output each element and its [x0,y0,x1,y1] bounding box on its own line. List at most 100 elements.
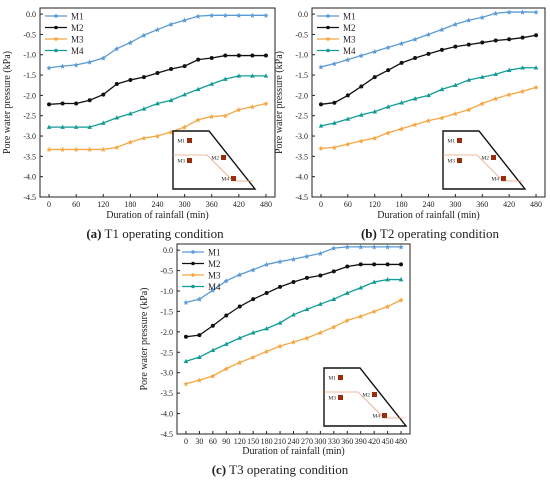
y-axis-label: Pore water pressure (kPa) [2,51,13,154]
data-point-M2 [264,291,269,296]
caption-panel-a-label: (a) [86,226,102,241]
data-point-M1 [127,39,133,46]
data-point-M3 [466,107,472,113]
data-point-M2 [466,42,471,47]
sensor-label-M3: M3 [447,159,455,165]
data-point-M2 [278,284,283,289]
data-point-M3 [519,88,526,94]
y-tick-label: -0.5 [295,30,308,39]
data-point-M4 [520,65,525,70]
data-point-M4 [291,312,296,317]
x-tick-label: 180 [396,200,408,209]
data-point-M4 [141,106,147,111]
x-tick-label: 300 [179,200,191,209]
x-tick-label: 60 [344,200,352,209]
y-tick-label: -2.0 [160,328,173,337]
sensor-label-M4: M4 [491,177,499,183]
data-point-M4 [46,124,52,129]
caption-panel-b: (b) T2 operating condition [310,226,550,242]
data-point-M1 [479,14,485,20]
data-point-M3 [371,308,377,315]
data-point-M4 [236,73,242,78]
data-point-M4 [332,120,337,125]
x-axis-label: Duration of rainfall (min) [106,210,208,221]
data-point-M2 [169,66,174,71]
caption-panel-b-text: T2 operating condition [379,226,500,241]
sensor-label-M4: M4 [372,414,380,420]
legend-marker-M1 [326,14,330,18]
data-point-M2 [128,77,133,82]
data-point-M4 [493,71,499,77]
y-axis-label: Pore water pressure (kPa) [274,51,285,154]
data-point-M3 [223,366,229,372]
data-point-M2 [251,297,256,302]
data-point-M3 [196,377,203,383]
x-tick-label: 120 [97,200,109,209]
caption-panel-c: (c) T3 operating condition [160,462,400,478]
data-point-M3 [210,373,216,379]
y-tick-label: -4.5 [23,193,36,202]
legend-label-M3: M3 [208,271,221,281]
y-tick-label: -0.5 [160,267,173,276]
data-point-M3 [533,84,539,90]
data-point-M4 [87,124,93,129]
slope-inset: M1 M2 M3 M4 [323,367,408,427]
sensor-label-M3: M3 [177,159,185,165]
x-tick-label: 360 [341,437,353,446]
data-point-M2 [210,323,215,328]
legend-label-M4: M4 [208,282,221,292]
sensor-marker-M1 [338,375,343,380]
data-point-M2 [399,60,404,65]
data-point-M3 [318,145,324,151]
x-tick-label: 60 [209,437,217,446]
sensor-marker-M1 [457,138,462,143]
data-point-M4 [371,279,377,284]
data-point-M2 [224,313,229,318]
data-point-M2 [155,71,160,76]
data-point-M2 [332,100,337,105]
series-line-M2 [48,54,266,105]
data-point-M3 [183,381,189,387]
data-point-M4 [223,341,229,346]
data-point-M1 [154,26,161,33]
data-point-M4 [533,65,539,70]
data-point-M2 [141,75,146,80]
sensor-marker-M1 [187,138,192,143]
data-point-M4 [277,320,283,325]
slope-inset: M1 M2 M3 M4 [172,130,257,190]
data-point-M4 [168,97,174,103]
data-point-M1 [358,244,364,250]
data-point-M1 [182,17,188,23]
data-point-M1 [114,46,120,52]
data-point-M3 [493,96,499,102]
x-tick-label: 210 [274,437,286,446]
sensor-label-M2: M2 [211,156,219,162]
x-tick-label: 480 [530,200,542,209]
y-tick-label: -2.0 [23,91,36,100]
x-tick-label: 420 [503,200,515,209]
y-tick-label: -1.5 [160,307,173,316]
data-point-M1 [100,55,106,61]
data-point-M2 [372,262,377,267]
x-tick-label: 480 [260,200,272,209]
slope-inset: M1 M2 M3 M4 [442,130,527,190]
data-point-M3 [154,133,161,139]
data-point-M1 [506,9,512,15]
caption-panel-a-text: T1 operating condition [104,226,224,241]
data-point-M2 [304,275,309,280]
data-point-M2 [250,53,255,58]
sensor-label-M2: M2 [362,393,370,399]
data-point-M2 [263,53,268,58]
data-point-M3 [479,100,485,107]
data-point-M2 [359,84,364,89]
y-tick-label: -4.0 [160,410,173,419]
data-point-M4 [263,73,269,78]
y-tick-label: -2.5 [23,112,36,121]
data-point-M3 [331,144,338,151]
data-point-M4 [100,120,106,125]
data-point-M4 [155,101,160,106]
caption-panel-a: (a) T1 operating condition [40,226,270,242]
legend-label-M1: M1 [343,12,356,22]
data-point-M2 [534,33,539,38]
